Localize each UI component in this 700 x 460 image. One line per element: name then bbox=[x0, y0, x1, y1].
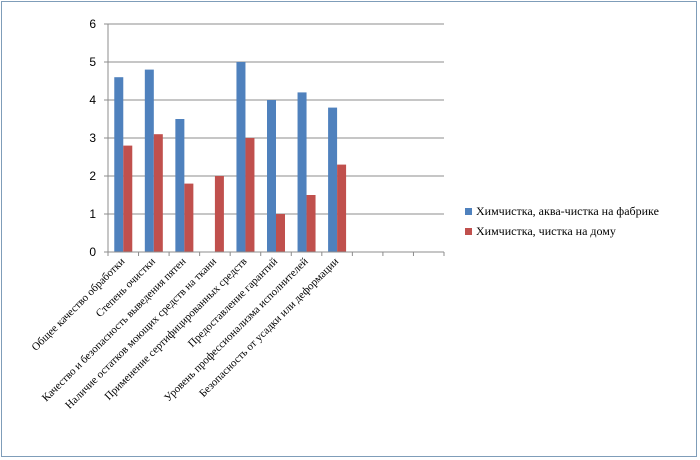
legend-label: Химчистка, чистка на дому bbox=[476, 224, 616, 238]
bar-factory bbox=[236, 62, 246, 252]
bar-home bbox=[306, 195, 316, 252]
bar-factory bbox=[114, 77, 124, 252]
bar-home bbox=[123, 145, 133, 252]
bar-home bbox=[337, 164, 347, 252]
legend-label: Химчистка, аква-чистка на фабрике bbox=[476, 204, 659, 218]
legend-swatch bbox=[465, 208, 472, 215]
category-label: Уровень профессионализма исполнителей bbox=[162, 256, 311, 405]
y-tick-label: 6 bbox=[89, 17, 96, 31]
legend: Химчистка, аква-чистка на фабрике Химчист… bbox=[465, 204, 659, 238]
bar-home bbox=[184, 183, 194, 252]
bar-factory bbox=[297, 92, 307, 253]
legend-swatch bbox=[465, 228, 472, 235]
bar-home bbox=[276, 214, 285, 252]
y-tick-label: 4 bbox=[89, 93, 96, 107]
bar-factory bbox=[144, 69, 154, 252]
bar-home bbox=[245, 138, 255, 252]
bars bbox=[114, 62, 347, 253]
y-tick-labels: 0 1 2 3 4 5 6 bbox=[89, 17, 96, 259]
bar-factory bbox=[328, 107, 338, 252]
bar-factory bbox=[175, 119, 185, 252]
y-tick-label: 5 bbox=[89, 55, 96, 69]
y-tick-label: 3 bbox=[89, 131, 96, 145]
bar-home bbox=[214, 176, 224, 252]
bar-home bbox=[153, 134, 163, 252]
gridlines bbox=[108, 23, 444, 215]
y-tick-label: 1 bbox=[89, 207, 96, 221]
y-tick-label: 0 bbox=[89, 245, 96, 259]
y-tick-label: 2 bbox=[89, 169, 96, 183]
bar-factory bbox=[267, 100, 276, 252]
axes bbox=[104, 23, 445, 256]
